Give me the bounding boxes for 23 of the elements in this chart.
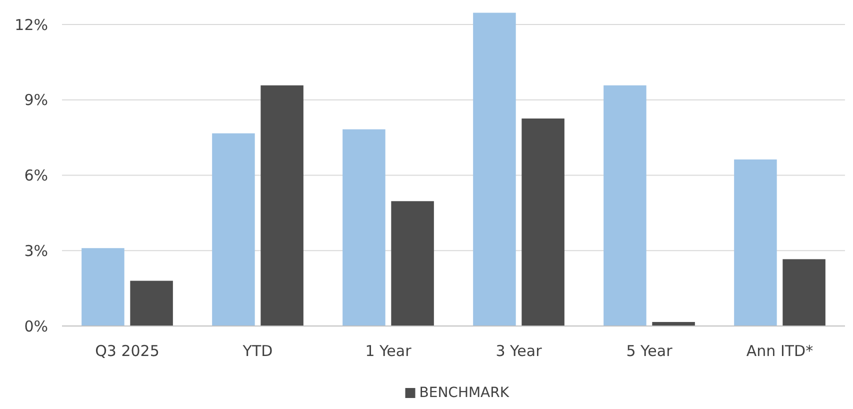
x-tick-label: YTD [242, 342, 273, 360]
bar [260, 85, 304, 326]
y-tick-label: 3% [24, 242, 48, 260]
bar [82, 248, 124, 326]
bar [734, 159, 777, 326]
bar [342, 129, 386, 326]
y-tick-label: 0% [24, 317, 48, 336]
bar [130, 280, 173, 326]
x-tick-label: Q3 2025 [95, 342, 160, 360]
x-tick-label: 3 Year [496, 342, 543, 360]
y-tick-label: 12% [14, 16, 48, 34]
y-tick-label: 9% [24, 91, 48, 110]
bar [604, 85, 646, 326]
bar [212, 133, 255, 326]
bar [522, 118, 564, 326]
y-tick-label: 6% [24, 166, 48, 185]
bar [782, 259, 826, 326]
bar [391, 201, 434, 326]
legend-label: BENCHMARK [419, 385, 510, 401]
bar [473, 12, 516, 326]
x-tick-label: Ann ITD* [746, 342, 814, 360]
x-tick-label: 5 Year [626, 342, 674, 360]
x-tick-label: 1 Year [365, 342, 412, 360]
